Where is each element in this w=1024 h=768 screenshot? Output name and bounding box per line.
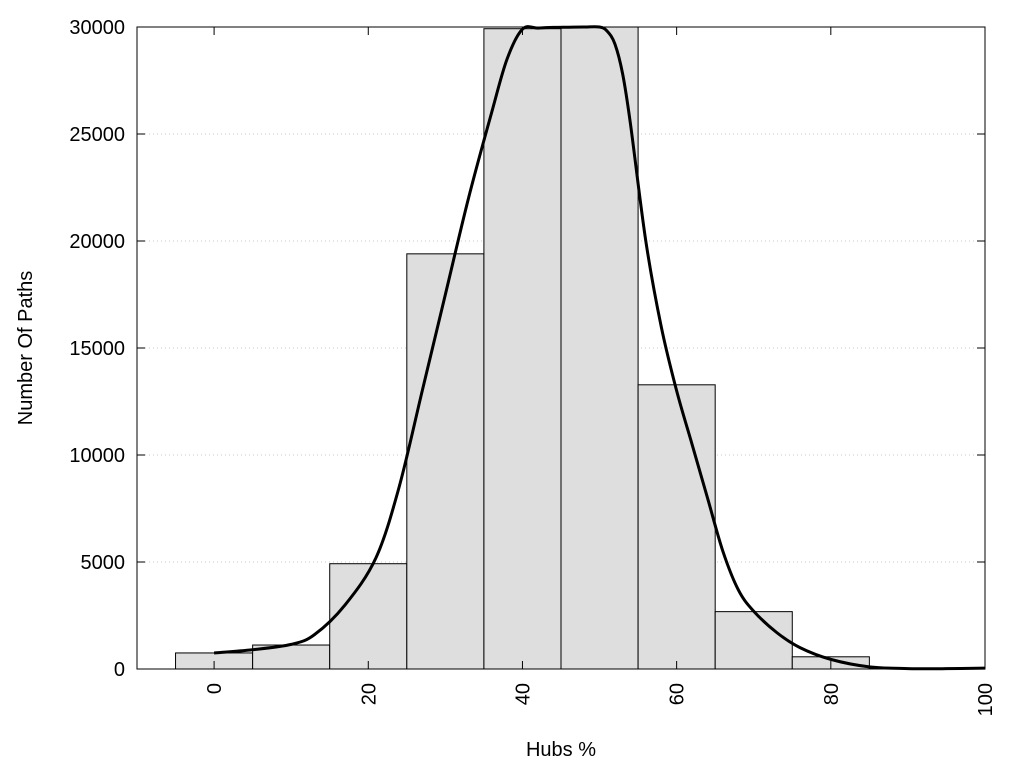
x-tick-label: 40 [512,683,534,705]
x-tick-label: 100 [975,683,997,716]
fit-curve-layer [213,25,986,671]
histogram-bar [560,26,639,670]
x-tick-label: 60 [667,683,689,705]
histogram-bar [714,611,793,670]
y-tick-label: 25000 [69,124,125,146]
histogram-bar [329,563,408,670]
histogram-bar [637,384,716,670]
y-tick-label: 15000 [69,338,125,360]
x-axis-ticks: 0 20 40 60 80 100 [204,27,997,716]
y-axis-ticks: 0 5000 10000 15000 20000 25000 30000 [69,17,985,681]
y-tick-label: 30000 [69,17,125,39]
y-tick-label: 20000 [69,231,125,253]
histogram-bar [406,253,485,670]
fit-curve-line [213,25,986,671]
y-axis-title: Number Of Paths [15,271,37,426]
y-tick-label: 0 [114,659,125,681]
histogram-bars [175,26,947,670]
y-tick-label: 5000 [81,552,126,574]
histogram-bar [483,28,562,670]
y-tick-label: 10000 [69,445,125,467]
x-tick-label: 0 [204,683,226,694]
x-axis-title: Hubs % [526,739,596,761]
x-tick-label: 20 [358,683,380,705]
x-tick-label: 80 [821,683,843,705]
